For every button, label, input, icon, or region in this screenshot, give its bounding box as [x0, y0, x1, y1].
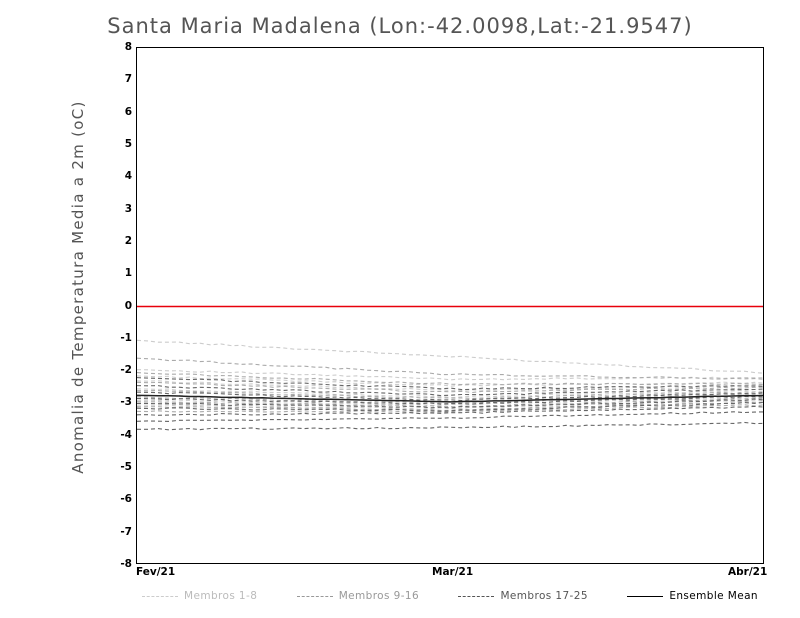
- legend-label: Membros 1-8: [184, 590, 258, 602]
- y-tick-label: -6: [120, 493, 132, 506]
- y-tick-label: -4: [120, 428, 132, 441]
- y-axis-tick-labels: 8 7 6 5 4 3 2 1 0 -1 -2 -3 -4 -5 -6 -7 -8: [100, 0, 132, 618]
- y-tick-label: -7: [120, 525, 132, 538]
- legend-label: Membros 9-16: [338, 590, 420, 602]
- y-tick-label: -3: [120, 396, 132, 409]
- x-tick-label: Abr/21: [728, 566, 768, 578]
- y-tick-label: 4: [124, 170, 132, 183]
- y-tick-label: 6: [124, 105, 132, 118]
- x-axis-tick-labels: Fev/21 Mar/21 Abr/21: [0, 566, 800, 584]
- y-tick-label: 0: [124, 299, 132, 312]
- legend-item[interactable]: Ensemble Mean: [627, 590, 758, 602]
- legend-item[interactable]: Membros 1-8: [142, 590, 257, 602]
- legend-swatch: [296, 591, 333, 601]
- y-tick-label: 2: [124, 234, 132, 247]
- series-line: [137, 357, 763, 380]
- x-tick-label: Mar/21: [432, 566, 474, 578]
- series-line: [137, 394, 763, 403]
- legend-swatch: [142, 591, 178, 601]
- legend-label: Membros 17-25: [500, 590, 588, 602]
- y-tick-label: 8: [124, 41, 132, 53]
- series-line: [137, 339, 763, 374]
- y-tick-label: -1: [120, 331, 132, 344]
- y-tick-label: -2: [120, 364, 132, 377]
- y-tick-label: -5: [120, 461, 132, 474]
- plot-lines: [137, 305, 763, 431]
- series-line: [137, 395, 763, 405]
- legend-item[interactable]: Membros 17-25: [458, 590, 588, 602]
- plot-area: [136, 47, 764, 564]
- page-title: Santa Maria Madalena (Lon:-42.0098,Lat:-…: [107, 14, 693, 38]
- series-line: [137, 411, 763, 422]
- series-line: [137, 375, 763, 387]
- y-axis-label: Anomalia de Temperatura Media a 2m (oC): [69, 100, 87, 474]
- legend-swatch: [458, 591, 495, 601]
- y-tick-label: -8: [120, 558, 132, 570]
- legend-item[interactable]: Membros 9-16: [296, 590, 420, 602]
- x-tick-label: Fev/21: [136, 566, 176, 578]
- series-line: [137, 421, 763, 431]
- y-tick-label: 1: [124, 267, 132, 280]
- legend-label: Ensemble Mean: [669, 590, 758, 602]
- y-tick-label: 5: [124, 137, 132, 150]
- legend-swatch: [627, 591, 664, 601]
- y-tick-label: 3: [124, 202, 132, 215]
- y-tick-label: 7: [124, 73, 132, 86]
- chart-legend: Membros 1-8 Membros 9-16 Membros 17-25 Ense…: [136, 586, 764, 606]
